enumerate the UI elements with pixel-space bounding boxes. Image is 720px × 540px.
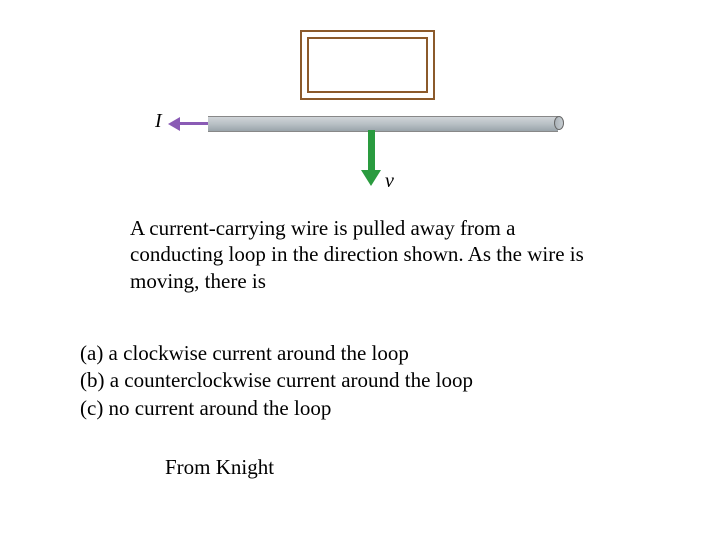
current-arrow-line: [178, 122, 208, 125]
current-arrow-head: [168, 117, 180, 131]
option-b: (b) a counterclockwise current around th…: [80, 367, 473, 394]
wire-body: [208, 116, 558, 132]
question-text: A current-carrying wire is pulled away f…: [130, 215, 600, 294]
physics-diagram: I v: [160, 30, 560, 200]
velocity-arrow-head: [361, 170, 381, 186]
velocity-arrow-line: [368, 130, 375, 172]
option-c: (c) no current around the loop: [80, 395, 473, 422]
option-a: (a) a clockwise current around the loop: [80, 340, 473, 367]
loop-inner-rect: [307, 37, 428, 93]
attribution-text: From Knight: [165, 455, 274, 480]
wire-end-cap: [554, 116, 564, 130]
current-label: I: [155, 110, 162, 133]
answer-options: (a) a clockwise current around the loop …: [80, 340, 473, 422]
velocity-label: v: [385, 170, 394, 193]
